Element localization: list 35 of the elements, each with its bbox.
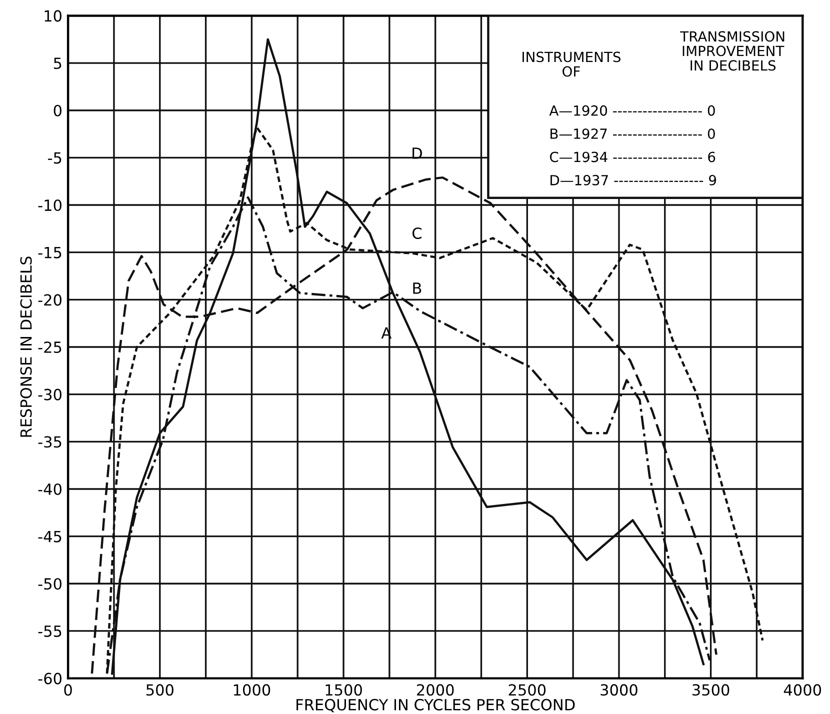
y-tick-label: 10 bbox=[44, 10, 62, 22]
annotation: C—1934 ------------------ 6 bbox=[550, 152, 716, 162]
x-tick-label: 0 bbox=[64, 684, 72, 696]
y-tick-label: -30 bbox=[38, 388, 62, 400]
y-tick-label: -60 bbox=[38, 672, 62, 684]
series-label: C bbox=[412, 227, 422, 240]
y-tick-label: -20 bbox=[38, 294, 62, 306]
x-tick-label: 2500 bbox=[508, 684, 546, 696]
y-axis-title: RESPONSE IN DECIBELS bbox=[20, 256, 32, 437]
series-label: D bbox=[412, 148, 422, 159]
y-tick-label: -35 bbox=[38, 436, 62, 448]
y-tick-label: -45 bbox=[38, 530, 62, 542]
y-tick-label: 5 bbox=[54, 58, 62, 70]
y-tick-label: -5 bbox=[48, 152, 62, 164]
x-tick-label: 1000 bbox=[234, 684, 270, 696]
series-label: B bbox=[413, 282, 422, 294]
x-tick-label: 2000 bbox=[417, 684, 454, 696]
annotation: B—1927 ------------------ 0 bbox=[550, 128, 715, 140]
x-tick-label: 3000 bbox=[600, 684, 638, 696]
annotation: D—1937 ------------------ 9 bbox=[550, 174, 716, 186]
y-tick-label: -55 bbox=[38, 626, 62, 637]
x-tick-label: 3500 bbox=[692, 684, 730, 696]
y-tick-label: 0 bbox=[54, 104, 62, 116]
y-tick-label: -10 bbox=[38, 199, 62, 212]
x-tick-label: 500 bbox=[146, 684, 174, 696]
y-tick-label: -40 bbox=[38, 483, 62, 496]
x-tick-label: 1500 bbox=[326, 684, 362, 696]
x-axis-title: FREQUENCY IN CYCLES PER SECOND bbox=[296, 698, 575, 712]
annotation: INSTRUMENTS OF bbox=[522, 52, 620, 77]
y-tick-label: -15 bbox=[38, 247, 62, 258]
x-tick-label: 4000 bbox=[784, 684, 822, 696]
annotation: A—1920 ------------------ 0 bbox=[549, 105, 715, 116]
y-tick-label: -50 bbox=[38, 578, 62, 590]
annotation: TRANSMISSION IMPROVEMENT IN DECIBELS bbox=[680, 31, 784, 71]
y-tick-label: -25 bbox=[38, 341, 62, 354]
